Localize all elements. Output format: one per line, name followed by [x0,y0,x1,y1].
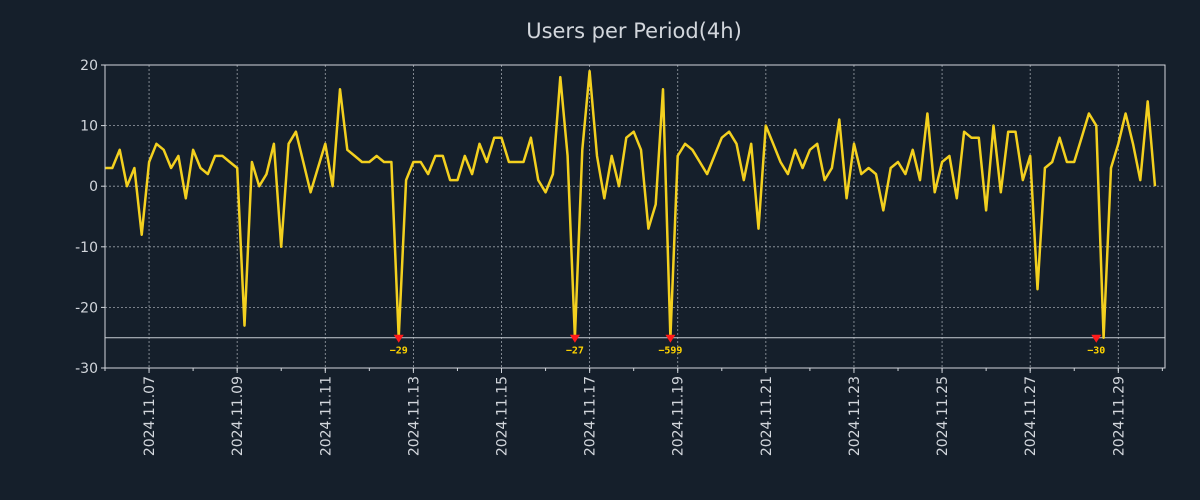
plot-frame [104,64,1166,369]
y-tick-label: -20 [75,300,98,316]
plot-area: −29 −27 −599 −30 [105,69,1165,357]
x-tick-label: 2024.11.13 [406,376,422,456]
axis-ticks: 20 10 0 -10 -20 -30 2024.11.07 2024.11.09 2024.1… [75,58,1163,456]
x-tick-label: 2024.11.29 [1111,376,1127,456]
clip-label: −27 [566,346,584,357]
y-tick-label: 20 [80,58,98,74]
clip-marker [1091,334,1102,343]
y-tick-label: 10 [80,119,98,135]
x-tick-label: 2024.11.15 [495,376,511,456]
clip-label: −30 [1087,346,1105,357]
chart-title: Users per Period(4h) [526,19,742,43]
x-tick-label: 2024.11.25 [935,376,951,456]
x-tick-label: 2024.11.09 [230,376,246,456]
y-tick-label: 0 [89,179,98,195]
x-tick-label: 2024.11.17 [583,376,599,456]
y-tick-label: -30 [75,361,98,377]
x-tick-label: 2024.11.19 [671,376,687,456]
x-tick-label: 2024.11.07 [142,376,158,456]
x-tick-label: 2024.11.11 [318,376,334,456]
x-tick-label: 2024.11.27 [1023,376,1039,456]
grid [105,64,1165,369]
clip-marker [665,334,676,343]
clip-marker [569,334,580,343]
x-tick-label: 2024.11.23 [847,376,863,456]
clip-label: −29 [390,346,408,357]
clip-marker [393,334,404,343]
x-tick-label: 2024.11.21 [759,376,775,456]
y-tick-label: -10 [75,240,98,256]
clip-label: −599 [658,346,682,357]
series-line [105,69,1157,339]
